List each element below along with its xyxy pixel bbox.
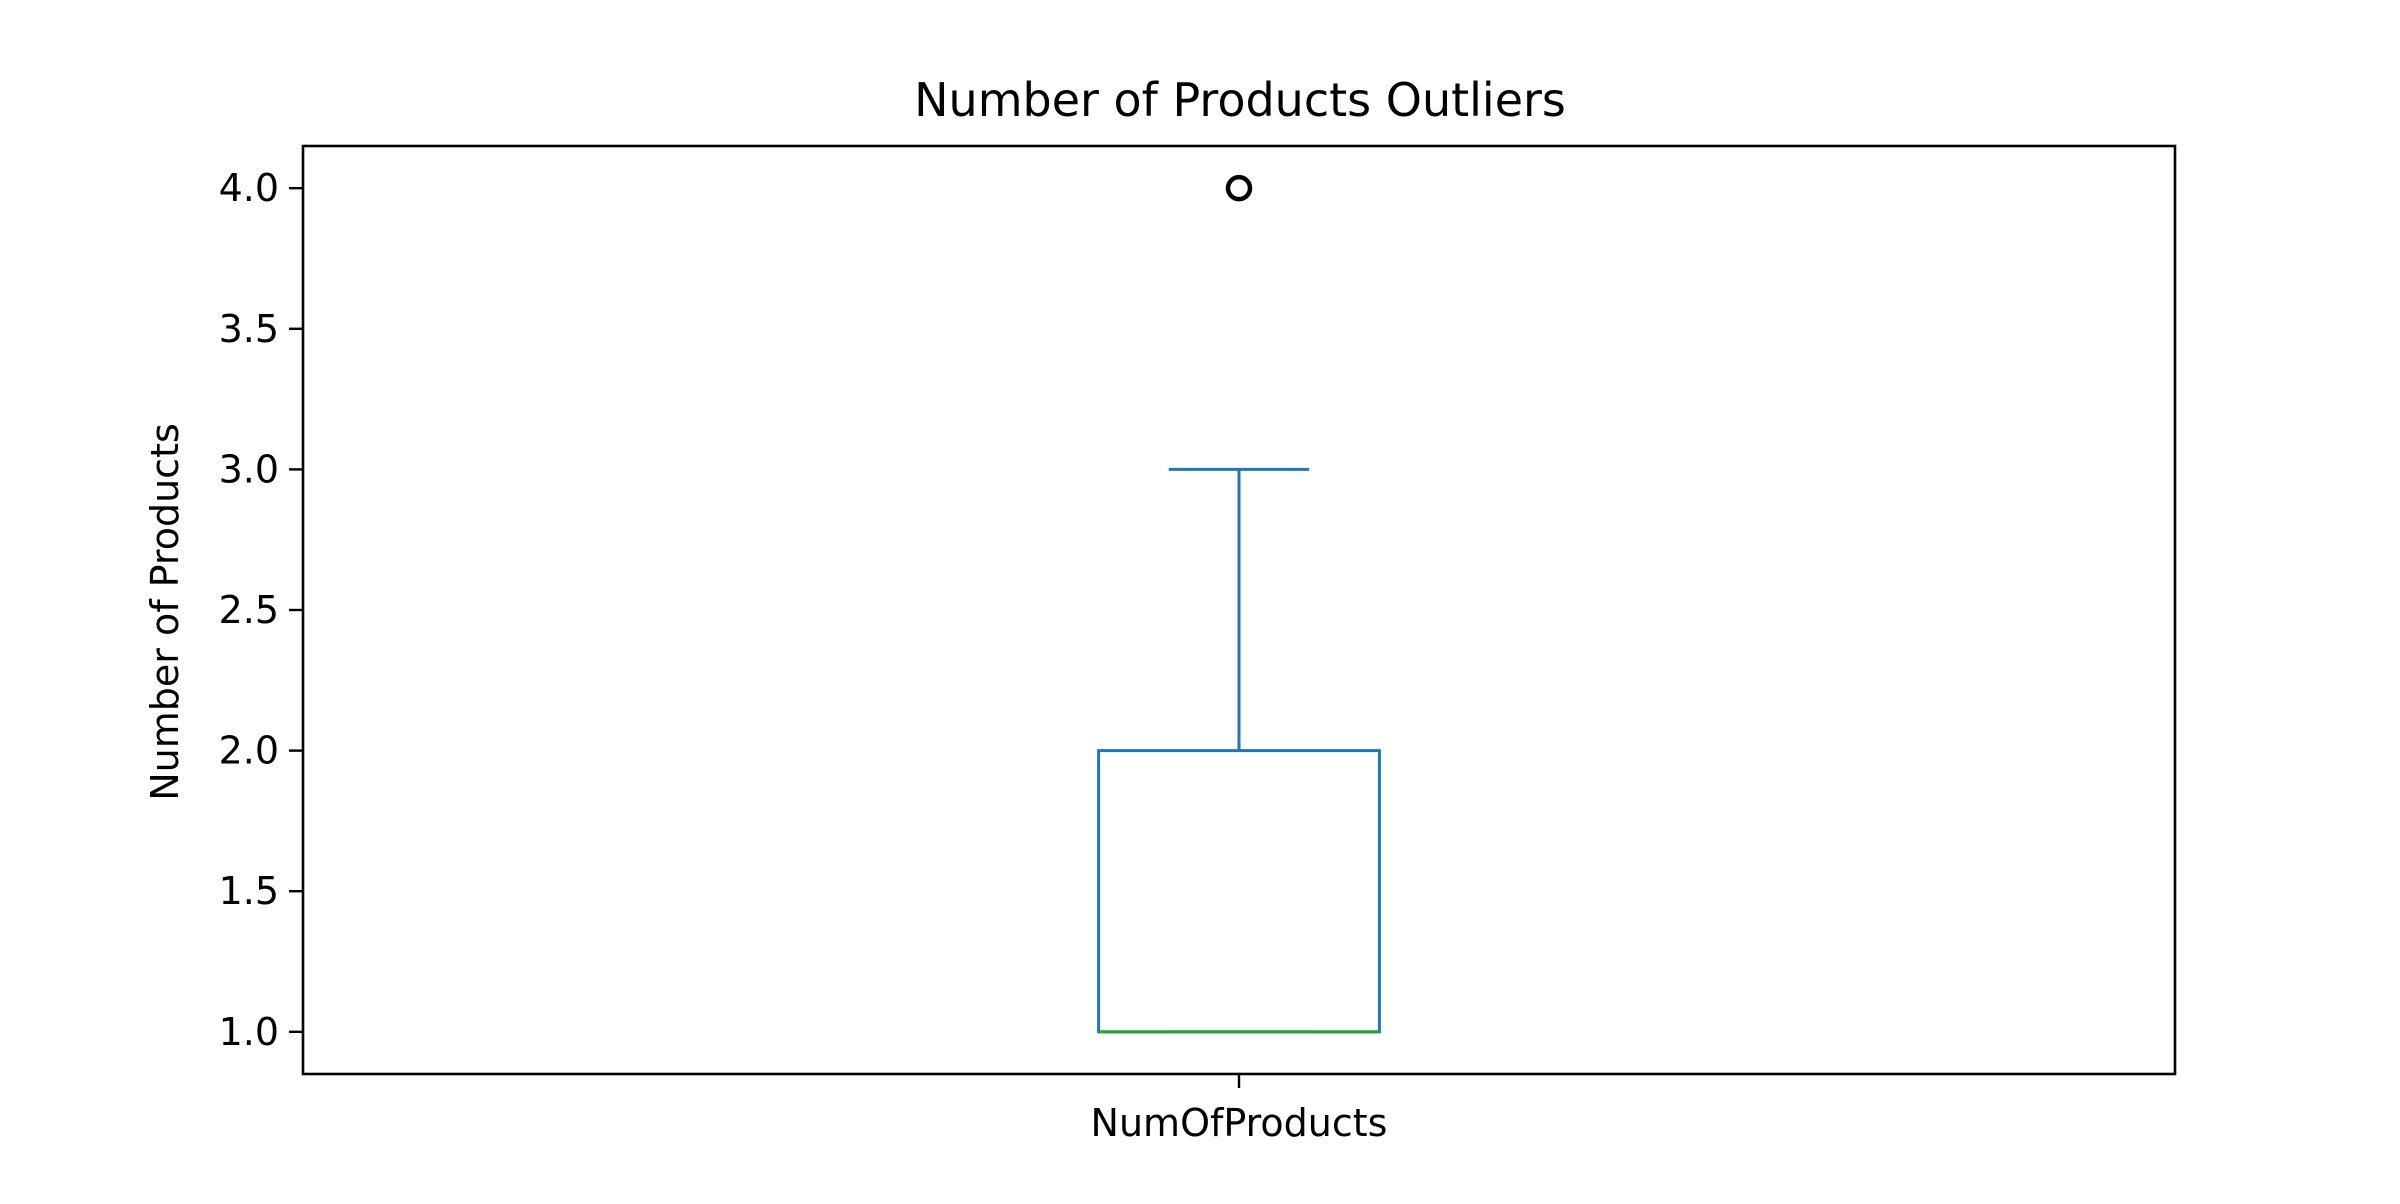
plot-frame xyxy=(301,144,2177,1076)
y-axis-label: Number of Products xyxy=(143,423,187,801)
y-axis-tick-label: 3.5 xyxy=(219,307,279,351)
y-axis-tick-label: 4.0 xyxy=(219,166,279,210)
y-axis-tick-label: 1.0 xyxy=(219,1010,279,1054)
chart-title: Number of Products Outliers xyxy=(914,73,1566,127)
box-iqr xyxy=(1097,749,1381,1034)
y-axis-tick-label: 2.0 xyxy=(219,729,279,773)
outlier-point xyxy=(1225,174,1253,202)
x-axis-tick-label: NumOfProducts xyxy=(1091,1101,1388,1145)
y-axis-tick-label: 2.5 xyxy=(219,588,279,632)
y-axis-tick-label: 1.5 xyxy=(219,869,279,913)
plot-layer: 1.0 1.5 2.0 2.5 3.0 3.5 4.0 NumOfProducts xyxy=(219,166,1388,1145)
y-axis-tick-label: 3.0 xyxy=(219,447,279,491)
